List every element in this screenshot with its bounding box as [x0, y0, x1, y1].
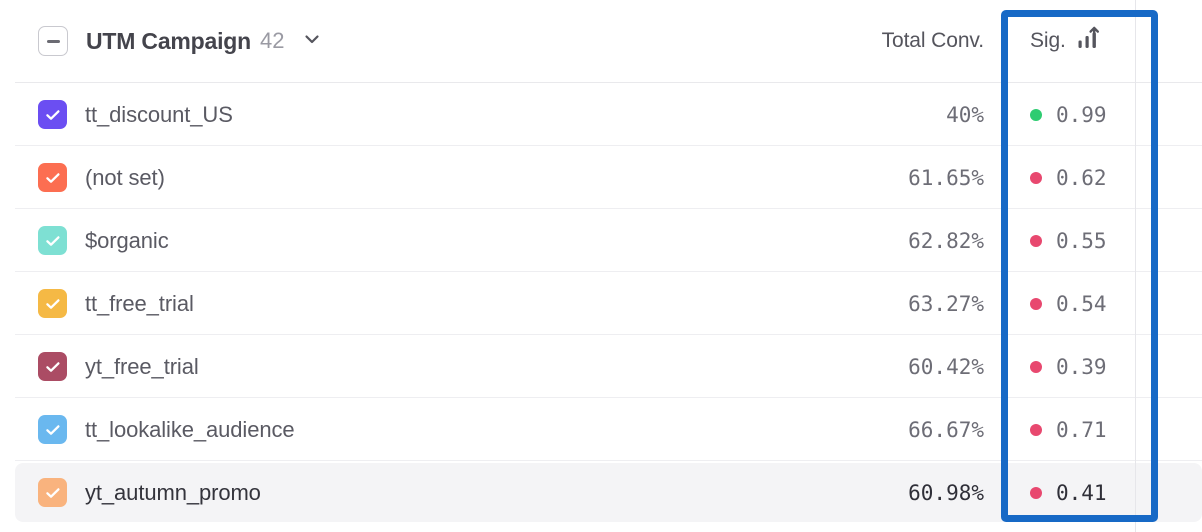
cell-campaign: yt_autumn_promo	[0, 478, 690, 507]
significance-dot	[1030, 486, 1042, 499]
table-row[interactable]: yt_free_trial 60.42% 0.39	[0, 335, 1202, 398]
cell-sig: 0.62	[1002, 166, 1202, 190]
significance-dot	[1030, 360, 1042, 373]
campaign-name: $organic	[85, 227, 169, 253]
dimension-count: 42	[260, 28, 285, 53]
total-conv-value: 61.65%	[908, 165, 984, 190]
total-conv-value: 62.82%	[908, 228, 984, 253]
campaign-name: yt_free_trial	[85, 353, 199, 379]
sig-value: 0.41	[1056, 480, 1107, 505]
campaign-name: tt_free_trial	[85, 290, 194, 316]
table-row[interactable]: (not set) 61.65% 0.62	[0, 146, 1202, 209]
header-divider	[15, 82, 1202, 83]
campaign-name: tt_discount_US	[85, 101, 233, 127]
select-all-checkbox[interactable]	[38, 26, 68, 56]
cell-campaign: tt_discount_US	[0, 100, 690, 129]
cell-sig: 0.99	[1002, 103, 1202, 127]
sig-value: 0.54	[1056, 291, 1107, 316]
sort-ascending-bars-icon[interactable]	[1077, 26, 1105, 57]
row-checkbox[interactable]	[38, 289, 67, 318]
table-row[interactable]: $organic 62.82% 0.55	[0, 209, 1202, 272]
total-conv-value: 40%	[946, 102, 984, 127]
significance-dot	[1030, 234, 1042, 247]
table-row[interactable]: tt_discount_US 40% 0.99	[0, 83, 1202, 146]
header-cell-total-conv[interactable]: Total Conv.	[690, 29, 1002, 53]
total-conv-value: 66.67%	[908, 417, 984, 442]
row-checkbox[interactable]	[38, 478, 67, 507]
total-conv-value: 63.27%	[908, 291, 984, 316]
table-row[interactable]: tt_lookalike_audience 66.67% 0.71	[0, 398, 1202, 461]
row-checkbox[interactable]	[38, 100, 67, 129]
sig-value: 0.71	[1056, 417, 1107, 442]
cell-sig: 0.41	[1002, 481, 1202, 505]
campaign-name: yt_autumn_promo	[85, 479, 261, 505]
cell-total-conv: 60.42%	[690, 355, 1002, 379]
sig-value: 0.99	[1056, 102, 1107, 127]
header-cell-sig[interactable]: Sig.	[1002, 26, 1202, 57]
cell-campaign: yt_free_trial	[0, 352, 690, 381]
row-checkbox[interactable]	[38, 163, 67, 192]
table-row[interactable]: yt_autumn_promo 60.98% 0.41	[0, 461, 1202, 524]
table-header-row: UTM Campaign 42 Total Conv. Sig.	[0, 0, 1202, 83]
cell-campaign: (not set)	[0, 163, 690, 192]
sig-value: 0.55	[1056, 228, 1107, 253]
significance-dot	[1030, 171, 1042, 184]
header-label-sig: Sig.	[1030, 29, 1066, 52]
column-divider[interactable]	[1135, 0, 1136, 532]
chevron-down-icon[interactable]	[301, 28, 323, 55]
row-checkbox[interactable]	[38, 226, 67, 255]
campaign-name: tt_lookalike_audience	[85, 416, 295, 442]
cell-campaign: $organic	[0, 226, 690, 255]
cell-campaign: tt_free_trial	[0, 289, 690, 318]
header-label-total-conv: Total Conv.	[881, 29, 985, 52]
cell-total-conv: 61.65%	[690, 166, 1002, 190]
sig-value: 0.39	[1056, 354, 1107, 379]
cell-sig: 0.55	[1002, 229, 1202, 253]
cell-sig: 0.54	[1002, 292, 1202, 316]
significance-dot	[1030, 108, 1042, 121]
campaign-name: (not set)	[85, 164, 165, 190]
significance-dot	[1030, 297, 1042, 310]
page-title: UTM Campaign	[86, 27, 251, 54]
cell-total-conv: 66.67%	[690, 418, 1002, 442]
row-checkbox[interactable]	[38, 415, 67, 444]
table-body: tt_discount_US 40% 0.99 (not set)	[0, 83, 1202, 524]
row-checkbox[interactable]	[38, 352, 67, 381]
significance-dot	[1030, 423, 1042, 436]
cell-total-conv: 60.98%	[690, 481, 1002, 505]
total-conv-value: 60.42%	[908, 354, 984, 379]
cell-total-conv: 40%	[690, 103, 1002, 127]
sig-value: 0.62	[1056, 165, 1107, 190]
header-cell-dimension: UTM Campaign 42	[0, 26, 690, 56]
minus-icon	[46, 39, 60, 43]
cell-total-conv: 63.27%	[690, 292, 1002, 316]
table-row[interactable]: tt_free_trial 63.27% 0.54	[0, 272, 1202, 335]
cell-sig: 0.71	[1002, 418, 1202, 442]
total-conv-value: 60.98%	[908, 480, 984, 505]
cell-total-conv: 62.82%	[690, 229, 1002, 253]
cell-campaign: tt_lookalike_audience	[0, 415, 690, 444]
cell-sig: 0.39	[1002, 355, 1202, 379]
